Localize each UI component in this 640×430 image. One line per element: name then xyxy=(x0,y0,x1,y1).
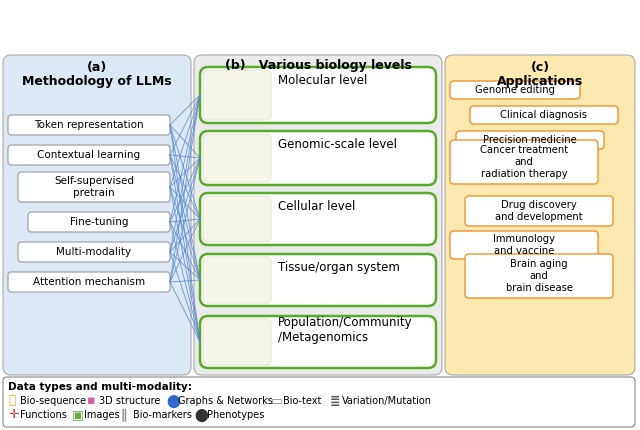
FancyBboxPatch shape xyxy=(18,242,170,262)
Text: Images: Images xyxy=(84,410,120,420)
Text: Genomic-scale level: Genomic-scale level xyxy=(278,138,397,151)
Text: Bio-markers: Bio-markers xyxy=(132,410,191,420)
Text: ∥: ∥ xyxy=(120,408,127,421)
FancyBboxPatch shape xyxy=(450,140,598,184)
Text: Applications: Applications xyxy=(497,74,583,87)
Text: Self-supervised
pretrain: Self-supervised pretrain xyxy=(54,176,134,198)
Text: Precision medicine: Precision medicine xyxy=(483,135,577,145)
Text: Immunology
and vaccine: Immunology and vaccine xyxy=(493,234,555,256)
FancyBboxPatch shape xyxy=(203,257,271,303)
FancyBboxPatch shape xyxy=(200,67,436,123)
Text: Methodology of LLMs: Methodology of LLMs xyxy=(22,74,172,87)
FancyBboxPatch shape xyxy=(200,131,436,185)
Text: Variation/Mutation: Variation/Mutation xyxy=(342,396,432,406)
Text: (a): (a) xyxy=(87,61,107,74)
FancyBboxPatch shape xyxy=(465,254,613,298)
Text: (b)   Various biology levels: (b) Various biology levels xyxy=(225,58,412,71)
Text: Clinical diagnosis: Clinical diagnosis xyxy=(500,110,588,120)
Text: Population/Community
/Metagenomics: Population/Community /Metagenomics xyxy=(278,316,413,344)
FancyBboxPatch shape xyxy=(28,212,170,232)
FancyBboxPatch shape xyxy=(203,319,271,365)
FancyBboxPatch shape xyxy=(200,316,436,368)
Text: Phenotypes: Phenotypes xyxy=(207,410,264,420)
FancyBboxPatch shape xyxy=(8,115,170,135)
FancyBboxPatch shape xyxy=(200,193,436,245)
FancyBboxPatch shape xyxy=(203,70,271,120)
FancyBboxPatch shape xyxy=(8,272,170,292)
Text: ⬤: ⬤ xyxy=(166,394,180,408)
FancyBboxPatch shape xyxy=(18,172,170,202)
FancyBboxPatch shape xyxy=(445,55,635,375)
Text: 3D structure: 3D structure xyxy=(99,396,161,406)
Text: Drug discovery
and development: Drug discovery and development xyxy=(495,200,583,222)
FancyBboxPatch shape xyxy=(450,81,580,99)
FancyBboxPatch shape xyxy=(465,196,613,226)
Text: Cellular level: Cellular level xyxy=(278,200,355,214)
Text: ⮞: ⮞ xyxy=(8,394,15,408)
Text: Bio-text: Bio-text xyxy=(283,396,321,406)
Text: Molecular level: Molecular level xyxy=(278,74,367,87)
Text: Cancer treatment
and
radiation therapy: Cancer treatment and radiation therapy xyxy=(480,145,568,178)
Text: ⬤: ⬤ xyxy=(195,408,209,422)
Text: (c): (c) xyxy=(531,61,550,74)
Text: Data types and multi-modality:: Data types and multi-modality: xyxy=(8,382,192,392)
Text: Bio-sequence: Bio-sequence xyxy=(20,396,86,406)
Text: Tissue/organ system: Tissue/organ system xyxy=(278,261,400,274)
FancyBboxPatch shape xyxy=(3,377,635,427)
FancyBboxPatch shape xyxy=(194,55,442,375)
Text: ✛: ✛ xyxy=(8,408,19,421)
Text: Fine-tuning: Fine-tuning xyxy=(70,217,128,227)
Text: Functions: Functions xyxy=(20,410,67,420)
FancyBboxPatch shape xyxy=(200,254,436,306)
Text: Multi-modality: Multi-modality xyxy=(56,247,132,257)
Text: Genome editing: Genome editing xyxy=(475,85,555,95)
Text: ▣: ▣ xyxy=(72,408,84,421)
FancyBboxPatch shape xyxy=(8,145,170,165)
FancyBboxPatch shape xyxy=(203,196,271,242)
Text: Contextual learning: Contextual learning xyxy=(37,150,141,160)
Text: ▭: ▭ xyxy=(271,394,283,408)
Text: Attention mechanism: Attention mechanism xyxy=(33,277,145,287)
Text: ≣: ≣ xyxy=(330,394,340,408)
FancyBboxPatch shape xyxy=(470,106,618,124)
Text: Graphs & Networks: Graphs & Networks xyxy=(179,396,273,406)
Text: ▪: ▪ xyxy=(87,394,96,408)
FancyBboxPatch shape xyxy=(203,134,271,182)
FancyBboxPatch shape xyxy=(456,131,604,149)
Text: Brain aging
and
brain disease: Brain aging and brain disease xyxy=(506,259,573,292)
FancyBboxPatch shape xyxy=(450,231,598,259)
FancyBboxPatch shape xyxy=(3,55,191,375)
Text: Token representation: Token representation xyxy=(34,120,144,130)
